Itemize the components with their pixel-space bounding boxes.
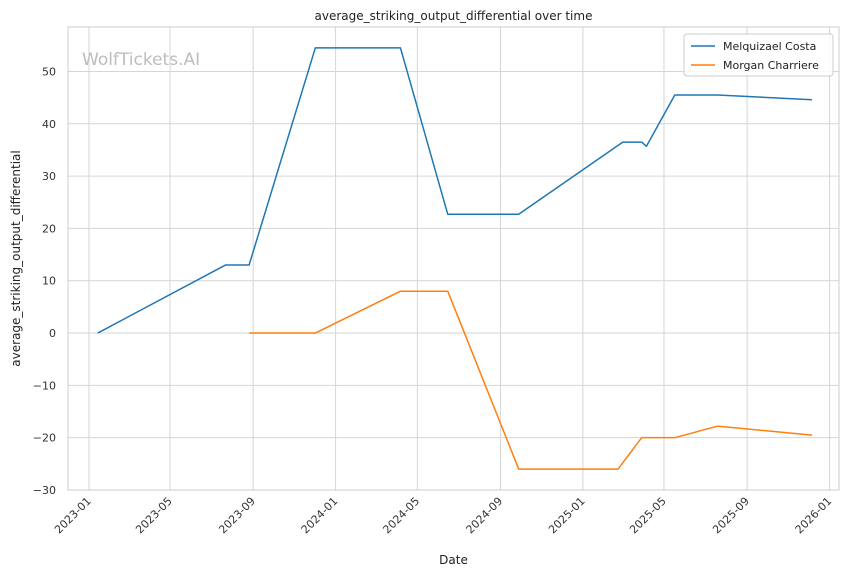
x-tick-label: 2023-01 xyxy=(52,495,94,537)
plot-frame xyxy=(67,26,840,491)
series-lines xyxy=(97,47,813,470)
y-tick-label: −30 xyxy=(33,484,56,497)
y-tick-label: −20 xyxy=(33,432,56,445)
y-tick-label: 50 xyxy=(42,65,56,78)
x-tick-label: 2023-05 xyxy=(133,495,175,537)
legend-label: Melquizael Costa xyxy=(723,40,816,53)
series-line-1 xyxy=(249,290,813,470)
series-line-0 xyxy=(97,47,813,334)
y-tick-label: 30 xyxy=(42,170,56,183)
y-tick-label: 20 xyxy=(42,222,56,235)
legend-label: Morgan Charriere xyxy=(723,59,819,72)
legend-box xyxy=(683,33,834,77)
x-tick-label: 2025-05 xyxy=(627,495,669,537)
tick-labels: −30 −20 −10 0 10 20 30 40 50 2023-01 2023-05 2023-0… xyxy=(33,65,835,536)
chart-title: average_striking_output_differential ove… xyxy=(315,9,593,23)
x-tick-label: 2023-09 xyxy=(216,495,258,537)
y-axis-label: average_striking_output_differential xyxy=(9,150,23,366)
x-axis-label: Date xyxy=(439,553,468,567)
x-tick-label: 2024-09 xyxy=(464,495,506,537)
y-tick-label: 10 xyxy=(42,275,56,288)
y-tick-label: 0 xyxy=(49,327,56,340)
x-tick-label: 2024-01 xyxy=(299,495,341,537)
y-tick-label: 40 xyxy=(42,118,56,131)
x-tick-label: 2025-01 xyxy=(546,495,588,537)
grid xyxy=(68,27,839,491)
legend: Melquizael Costa Morgan Charriere xyxy=(683,33,834,77)
x-tick-label: 2026-01 xyxy=(793,495,835,537)
y-tick-label: −10 xyxy=(33,379,56,392)
x-tick-label: 2024-05 xyxy=(380,495,422,537)
watermark-text: WolfTickets.AI xyxy=(82,50,200,70)
x-tick-label: 2025-09 xyxy=(710,495,752,537)
